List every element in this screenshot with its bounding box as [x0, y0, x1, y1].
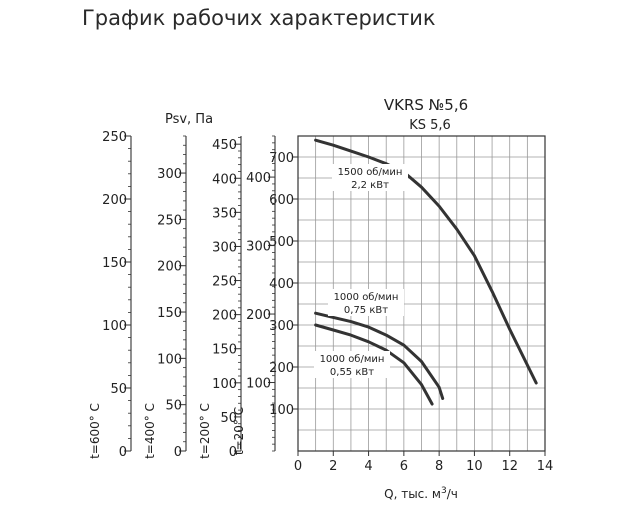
pressure-label: Psv, Па [165, 112, 213, 127]
x-tick-label: 2 [329, 459, 337, 474]
temp-scale-label: 150 [212, 343, 237, 358]
temp-scale-label: 300 [246, 240, 271, 255]
plot-frame [297, 135, 546, 452]
temp-scale-label: 150 [102, 256, 127, 271]
temp-scale-label: 200 [102, 193, 127, 208]
x-tick-label: 8 [435, 459, 443, 474]
series-label-rpm: 1000 об/мин [320, 354, 385, 365]
page-title: График рабочих характеристик [82, 6, 436, 30]
temp-scale-label: 250 [102, 130, 127, 145]
y-tick-label: 600 [269, 193, 294, 208]
submodel-label: KS 5,6 [409, 118, 451, 133]
curve-1 [314, 138, 538, 385]
y-tick-label: 500 [269, 235, 294, 250]
temp-scale-label: 100 [157, 352, 182, 367]
temp-scale-label: 100 [212, 377, 237, 392]
series-label-bg [314, 351, 390, 378]
temperature-scales: 0 50 100 150 200 250 t=600° C 0 50 100 150 200 250 30… [88, 112, 276, 460]
temp-scale-label: 200 [212, 309, 237, 324]
series-label-rpm: 1000 об/мин [334, 292, 399, 303]
series-label-bg [332, 164, 408, 191]
series-label-rpm: 1500 об/мин [338, 167, 403, 178]
x-tick-label: 0 [294, 459, 302, 474]
temp-scale-label: 350 [212, 206, 237, 221]
curve-3 [314, 323, 434, 406]
x-tick-label: 14 [537, 459, 554, 474]
temp-scale-label: 50 [165, 399, 182, 414]
series-label-power: 0,55 кВт [330, 367, 374, 378]
temp-scale-label: 250 [212, 275, 237, 290]
y-tick-label: 100 [269, 403, 294, 418]
y-tick-label: 400 [269, 277, 294, 292]
temp-scale-label: 250 [157, 213, 182, 228]
curve-2 [314, 311, 445, 400]
temp-scale-title: t=600° C [88, 403, 102, 459]
x-tick-label: 12 [501, 459, 518, 474]
temp-scale-title: t=20° C [232, 407, 246, 455]
temp-scale-label: 300 [157, 167, 182, 182]
temp-scale-label: 0 [229, 445, 237, 460]
x-axis: 0 2 4 6 8 10 12 14 Q, тыс. м3/ч [294, 451, 553, 501]
chart-labels: VKRS №5,6 KS 5,6 1500 об/мин 2,2 кВт 1000 об… [314, 96, 468, 378]
temp-scale-label: 200 [246, 308, 271, 323]
curves [314, 138, 538, 406]
temp-scale-label: 400 [246, 171, 271, 186]
temp-scale-label: 450 [212, 138, 237, 153]
x-tick-label: 4 [364, 459, 372, 474]
temp-scale-label: 100 [246, 377, 271, 392]
plot-border [297, 135, 546, 452]
temp-scale-label: 0 [174, 445, 182, 460]
x-tick-label: 6 [400, 459, 408, 474]
temp-scale-label: 150 [157, 306, 182, 321]
temp-scale-label: 400 [212, 172, 237, 187]
temp-scale-label: 100 [102, 319, 127, 334]
model-label: VKRS №5,6 [384, 96, 468, 114]
series-label-bg [328, 289, 404, 316]
temp-scale-label: 50 [110, 382, 127, 397]
temp-scale-label: 50 [220, 411, 237, 426]
x-tick-label: 10 [466, 459, 483, 474]
series-label-power: 2,2 кВт [351, 180, 389, 191]
temp-scale-label: 300 [212, 240, 237, 255]
temp-scale-label: 0 [119, 445, 127, 460]
x-axis-label: Q, тыс. м3/ч [384, 486, 458, 501]
series-label-power: 0,75 кВт [344, 305, 388, 316]
temp-scale-label: 200 [157, 260, 182, 275]
temp-scale-title: t=400° C [143, 403, 157, 459]
temp-scale-title: t=200° C [198, 403, 212, 459]
